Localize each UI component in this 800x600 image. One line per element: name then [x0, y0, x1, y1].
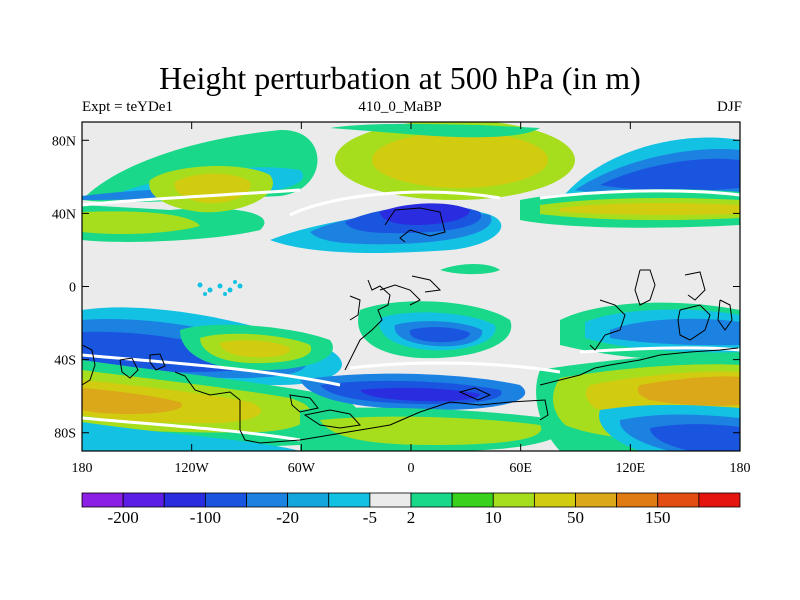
- colorbar-swatch: [328, 492, 371, 508]
- equatorial-speckle: [197, 280, 243, 296]
- colorbar-label: 2: [406, 508, 416, 527]
- colorbar-label: -5: [362, 508, 377, 527]
- colorbar-swatch: [369, 492, 412, 508]
- case-label: 410_0_MaBP: [358, 99, 442, 115]
- colorbar-swatch: [410, 492, 453, 508]
- colorbar-swatch: [204, 492, 247, 508]
- colorbar-swatch: [81, 492, 124, 508]
- colorbar-swatch: [287, 492, 330, 508]
- y-axis: 80N 40N 0 40S 80S: [52, 134, 740, 442]
- x-tick-label: 60W: [288, 461, 316, 476]
- north-midlatitude-band: [82, 165, 740, 275]
- x-tick-label: 120W: [175, 461, 210, 476]
- coastlines: [82, 207, 739, 444]
- y-tick-label: 0: [69, 281, 76, 296]
- south-midlatitude-band: [82, 301, 740, 385]
- season-label: DJF: [716, 99, 742, 115]
- y-tick-label: 80S: [54, 427, 76, 442]
- y-tick-label: 40S: [54, 354, 76, 369]
- plot-title: Height perturbation at 500 hPa (in m): [159, 60, 641, 96]
- x-tick-label: 120E: [616, 461, 646, 476]
- colorbar-swatch: [246, 492, 289, 508]
- colorbar-swatch: [163, 492, 206, 508]
- colorbar-label: 50: [567, 508, 584, 527]
- colorbar-swatch: [533, 492, 576, 508]
- x-axis: 180 120W 60W 0 60E 120E 180: [72, 122, 751, 476]
- colorbar-swatch: [575, 492, 618, 508]
- colorbar-swatch: [698, 492, 741, 508]
- y-tick-label: 40N: [52, 207, 76, 222]
- y-tick-label: 80N: [52, 134, 76, 149]
- contour-field: [82, 122, 740, 451]
- colorbar-label: 10: [484, 508, 502, 527]
- x-tick-label: 0: [408, 461, 415, 476]
- colorbar-label: -100: [189, 508, 221, 527]
- colorbar-swatch: [657, 492, 700, 508]
- colorbar-swatch: [492, 492, 535, 508]
- x-tick-label: 180: [730, 461, 751, 476]
- colorbar: [81, 492, 741, 508]
- colorbar-swatch: [616, 492, 659, 508]
- experiment-label: Expt = teYDe1: [82, 99, 173, 115]
- colorbar-swatch: [451, 492, 494, 508]
- x-tick-label: 180: [72, 461, 93, 476]
- colorbar-label: -20: [276, 508, 299, 527]
- contour-ribbons: [82, 188, 740, 442]
- colorbar-swatch: [122, 492, 165, 508]
- colorbar-label: 150: [645, 508, 671, 527]
- colorbar-label: -200: [107, 508, 139, 527]
- x-tick-label: 60E: [509, 461, 532, 476]
